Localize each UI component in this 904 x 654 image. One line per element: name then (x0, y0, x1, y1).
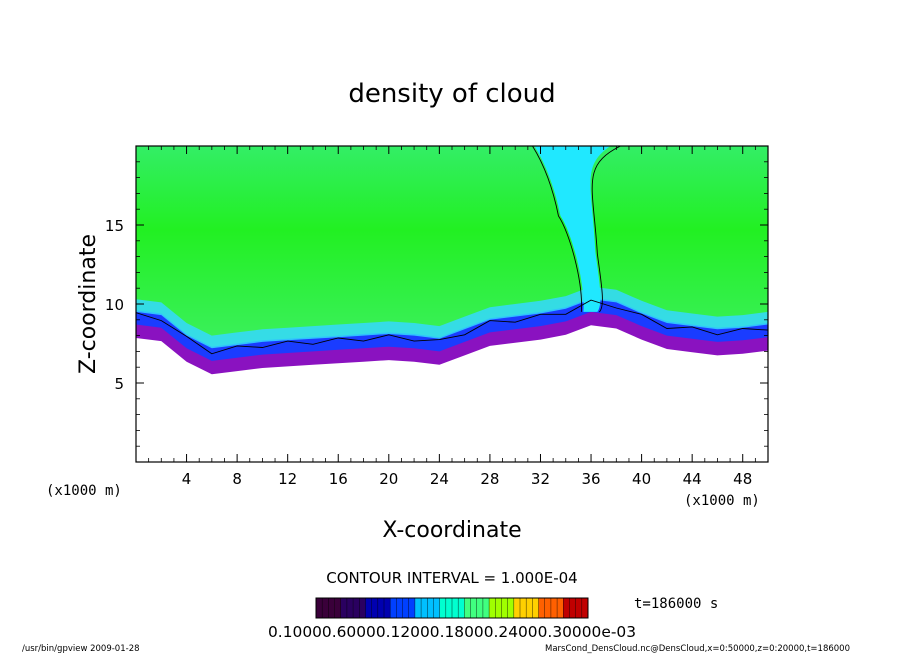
colorbar-cell (377, 598, 385, 618)
colorbar-cell (538, 598, 546, 618)
colorbar-cell (563, 598, 570, 618)
contour-interval-label: CONTOUR INTERVAL = 1.000E-04 (326, 569, 577, 587)
x-tick-label: 36 (581, 470, 600, 488)
x-tick-label: 20 (379, 470, 398, 488)
x-tick-label: 44 (683, 470, 702, 488)
x-unit-left: (x1000 m) (46, 483, 122, 499)
cloud-base-band (136, 297, 768, 364)
colorbar-cell (390, 598, 397, 618)
x-axis: 4 8 12 16 20 24 28 32 36 40 44 48 (148, 146, 756, 488)
colorbar-cell (359, 598, 366, 618)
colorbar-cell (365, 598, 372, 618)
x-axis-label: X-coordinate (382, 518, 521, 543)
x-tick-label: 28 (480, 470, 499, 488)
footer-right: MarsCond_DensCloud.nc@DensCloud,x=0:5000… (545, 644, 850, 654)
colorbar-cell (557, 598, 564, 618)
cloud-edge-band (136, 286, 768, 349)
colorbar-cell (507, 598, 515, 618)
x-tick-label: 12 (278, 470, 297, 488)
colorbar-cell (427, 598, 434, 618)
colorbar-cell (414, 598, 422, 618)
time-label: t=186000 s (634, 596, 718, 612)
colorbar-cell (433, 598, 440, 618)
colorbar-cell (452, 598, 459, 618)
colorbar-cell (334, 598, 342, 618)
colorbar-cell (458, 598, 465, 618)
y-axis-label: Z-coordinate (76, 234, 101, 374)
colorbar (315, 598, 589, 618)
x-tick-label: 32 (531, 470, 550, 488)
colorbar-cell (526, 598, 533, 618)
plot-area (136, 146, 768, 462)
x-tick-label: 8 (232, 470, 242, 488)
colorbar-cell (489, 598, 496, 618)
y-tick-label: 15 (105, 217, 124, 235)
colorbar-cell (513, 598, 521, 618)
colorbar-labels: 0.10000.60000.12000.18000.24000.30000e-0… (268, 623, 636, 641)
colorbar-cell (581, 598, 589, 618)
footer-left: /usr/bin/gpview 2009-01-28 (22, 644, 140, 654)
colorbar-cell (470, 598, 478, 618)
colorbar-cell (532, 598, 539, 618)
plume-contour (532, 146, 621, 313)
x-tick-label: 16 (329, 470, 348, 488)
y-tick-label: 5 (114, 375, 124, 393)
colorbar-cell (316, 598, 323, 618)
x-tick-label: 24 (430, 470, 449, 488)
colorbar-cell (544, 598, 552, 618)
colorbar-cell (550, 598, 558, 618)
colorbar-cell (396, 598, 403, 618)
colorbar-cell (402, 598, 410, 618)
colorbar-cell (445, 598, 453, 618)
colorbar-cell (328, 598, 335, 618)
colorbar-cell (384, 598, 391, 618)
colorbar-cell (439, 598, 447, 618)
x-unit-right: (x1000 m) (684, 493, 760, 509)
colorbar-cell (421, 598, 428, 618)
colorbar-cell (346, 598, 354, 618)
colorbar-cell (371, 598, 379, 618)
chart-title: density of cloud (348, 79, 555, 109)
colorbar-cell (482, 598, 490, 618)
colorbar-cell (520, 598, 527, 618)
y-tick-label: 10 (105, 296, 124, 314)
x-tick-label: 40 (632, 470, 651, 488)
colorbar-frame (315, 597, 589, 619)
colorbar-cell (408, 598, 416, 618)
clear-region (136, 325, 768, 462)
y-axis: 5 10 15 (105, 161, 768, 447)
colorbar-cell (569, 598, 576, 618)
colorbar-cell (575, 598, 583, 618)
x-tick-label: 48 (733, 470, 752, 488)
cloud-base-layer (136, 311, 768, 376)
base-contour (136, 299, 768, 355)
colorbar-cell (501, 598, 508, 618)
colorbar-cell (495, 598, 502, 618)
x-tick-label: 4 (182, 470, 192, 488)
colorbar-cell (353, 598, 360, 618)
colorbar-cell (322, 598, 329, 618)
colorbar-cell (464, 598, 471, 618)
dry-plume (534, 146, 611, 312)
colorbar-cell (340, 598, 348, 618)
colorbar-cell (476, 598, 484, 618)
